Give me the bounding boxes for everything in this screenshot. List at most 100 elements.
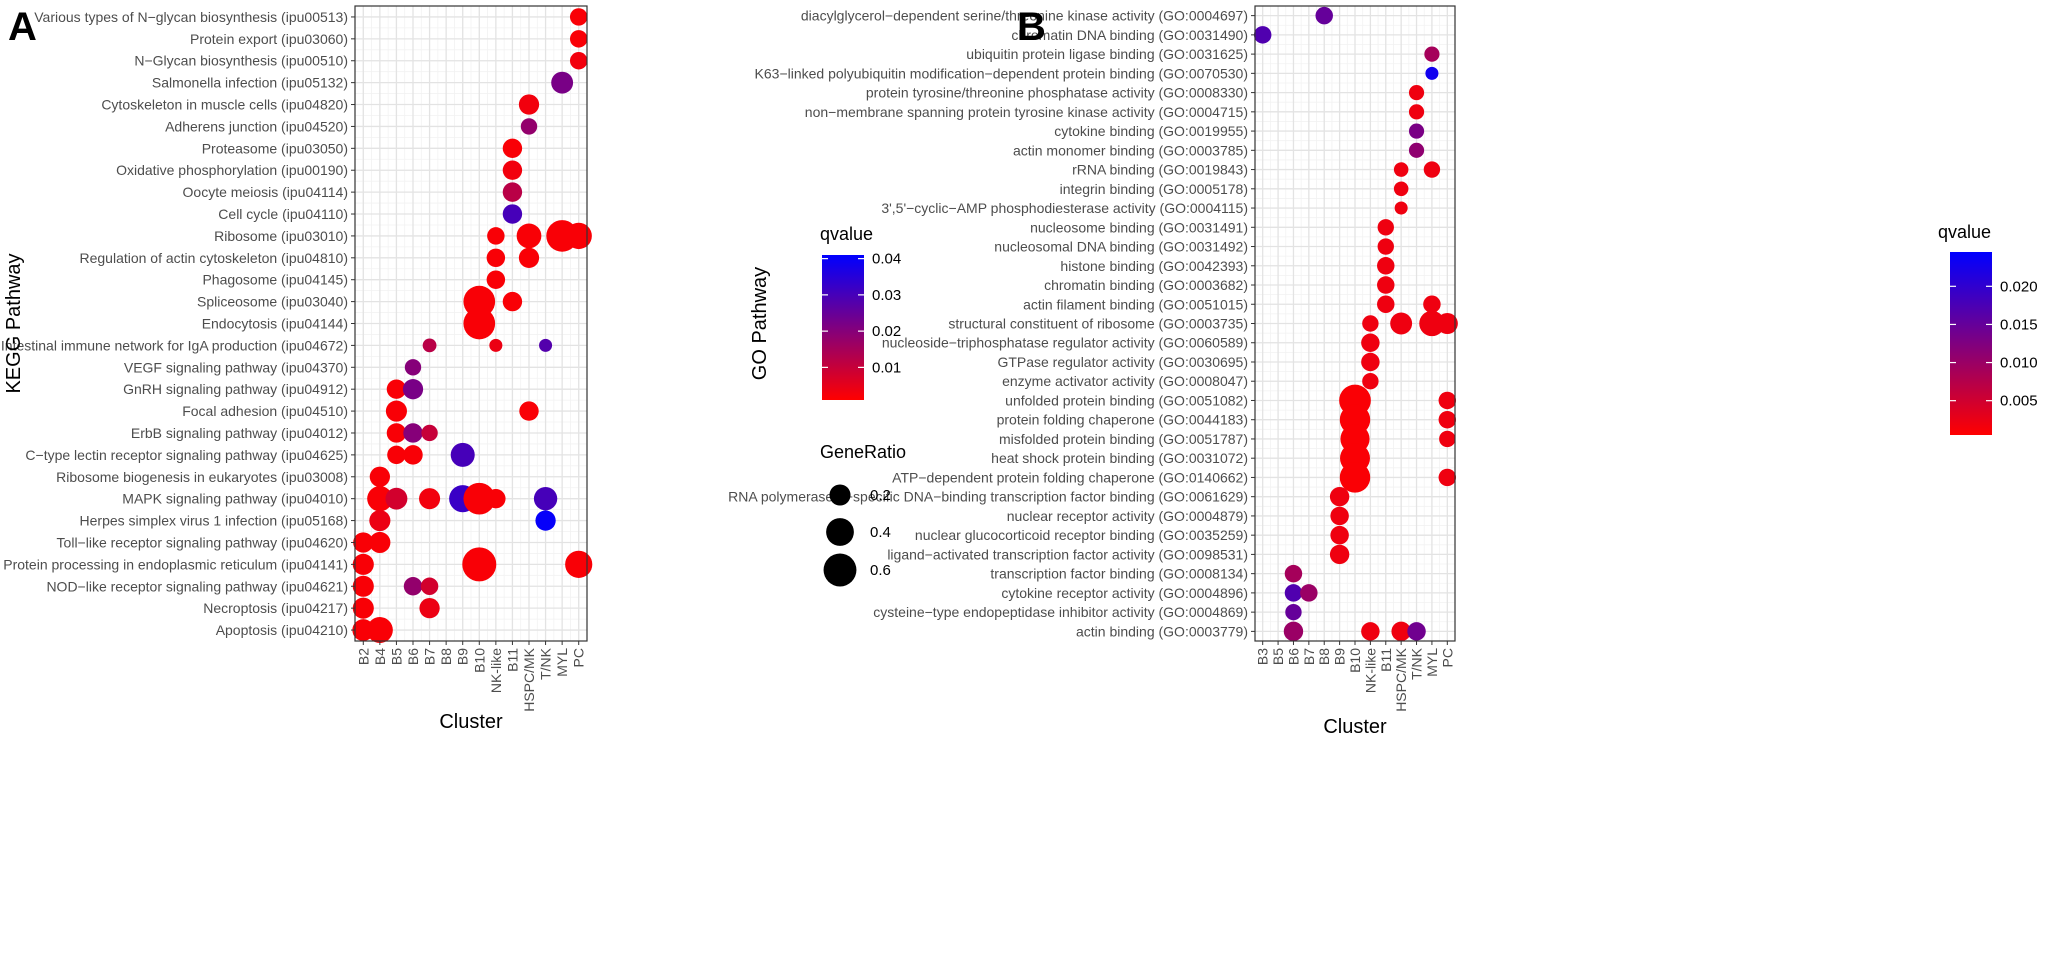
y-tick-label: Salmonella infection (ipu05132) [152,75,348,91]
colorbar [1950,252,1992,435]
y-tick-label: histone binding (GO:0042393) [1060,258,1248,274]
data-point [520,118,538,135]
y-tick-label: ubiquitin protein ligase binding (GO:003… [966,46,1248,62]
y-tick-label: Endocytosis (ipu04144) [202,316,348,332]
panel-letter: A [8,5,37,49]
data-point [565,222,592,250]
y-tick-label: nucleoside−triphosphatase regulator acti… [882,335,1248,351]
data-point [1390,312,1413,335]
data-point [403,577,423,596]
y-tick-label: nuclear glucocorticoid receptor binding … [915,527,1248,543]
x-tick-label: MYL [554,648,570,677]
y-tick-label: rRNA binding (GO:0019843) [1072,162,1248,178]
data-point [551,71,574,94]
data-point [1377,295,1395,313]
y-tick-label: Spliceosome (ipu03040) [197,294,348,310]
data-point [487,227,505,245]
data-point [1283,621,1304,642]
data-point [1436,312,1458,335]
data-point [539,338,553,352]
y-tick-label: Adherens junction (ipu04520) [165,118,348,134]
data-point [1394,201,1408,215]
y-tick-label: Ribosome (ipu03010) [214,228,348,244]
y-tick-label: ErbB signaling pathway (ipu04012) [131,425,348,441]
panel-a: Various types of N−glycan biosynthesis (… [1,5,593,733]
data-point [1330,506,1349,526]
data-point [1423,161,1441,178]
colorbar-tick-label: 0.04 [872,251,901,268]
panel-letter: B [1017,5,1046,49]
data-point [1361,622,1380,641]
colorbar [822,255,864,400]
y-tick-label: diacylglycerol−dependent serine/threonin… [801,8,1248,24]
y-tick-label: Focal adhesion (ipu04510) [182,403,348,419]
x-tick-label: B7 [422,648,438,665]
y-tick-label: nuclear receptor activity (GO:0004879) [1007,508,1248,524]
y-tick-label: Protein processing in endoplasmic reticu… [3,556,348,572]
data-point [1408,142,1425,158]
data-point [353,532,374,553]
y-tick-label: Cell cycle (ipu04110) [218,206,348,222]
y-tick-label: actin filament binding (GO:0051015) [1023,296,1248,312]
y-tick-label: nucleosomal DNA binding (GO:0031492) [994,239,1248,255]
y-tick-label: non−membrane spanning protein tyrosine k… [805,104,1248,120]
y-tick-label: Apoptosis (ipu04210) [216,622,348,638]
data-point [385,487,408,510]
data-point [1285,603,1302,621]
data-point [1407,622,1426,641]
data-point [489,338,503,352]
data-point [1408,84,1425,101]
data-point [366,617,393,644]
y-tick-label: nucleosome binding (GO:0031491) [1030,219,1248,235]
data-point [486,488,506,509]
size-legend-dot [826,518,854,546]
x-tick-label: HSPC/MK [1393,647,1409,711]
y-tick-label: Necroptosis (ipu04217) [203,600,348,616]
data-point [419,598,440,619]
x-tick-label: HSPC/MK [521,647,537,711]
y-tick-label: K63−linked polyubiquitin modification−de… [755,65,1248,81]
data-point [1393,162,1409,177]
legend-title: qvalue [1938,222,1991,242]
data-point [569,30,588,48]
y-tick-label: cytokine receptor activity (GO:0004896) [1001,585,1248,601]
legend-qvalue-b: qvalue 0.020 0.015 0.010 0.005 [1938,222,2038,435]
data-point [1300,584,1318,602]
y-tick-label: MAPK signaling pathway (ipu04010) [122,491,348,507]
data-point [1361,333,1380,352]
x-tick-label: T/NK [538,647,554,680]
data-point [486,270,506,289]
y-tick-label: Phagosome (ipu04145) [202,272,348,288]
y-tick-label: RNA polymerase II−specific DNA−binding t… [728,489,1248,505]
colorbar-tick-label: 0.03 [872,287,901,304]
x-tick-label: NK-like [488,648,504,693]
y-tick-label: structural constituent of ribosome (GO:0… [948,316,1248,332]
data-point [1284,584,1303,602]
data-point [1362,373,1379,390]
y-tick-label: GnRH signaling pathway (ipu04912) [123,381,348,397]
x-tick-label: B9 [455,648,471,665]
data-point [1329,486,1350,507]
y-tick-label: integrin binding (GO:0005178) [1060,181,1248,197]
y-tick-label: protein tyrosine/threonine phosphatase a… [866,85,1248,101]
colorbar-tick-label: 0.005 [2000,393,2038,410]
legend-generatio: GeneRatio 0.2 0.4 0.6 [820,442,906,587]
legend-title: qvalue [820,224,873,244]
data-point [565,550,593,578]
x-tick-label: MYL [1424,648,1440,677]
y-tick-label: Herpes simplex virus 1 infection (ipu051… [80,513,348,529]
data-point [462,547,497,582]
legend-title: GeneRatio [820,442,906,462]
x-tick-label: B10 [1347,648,1363,673]
y-tick-label: Cytoskeleton in muscle cells (ipu04820) [101,97,348,113]
data-point [1408,123,1425,139]
x-tick-label: PC [1439,648,1455,667]
data-point [1361,352,1380,372]
x-axis-title: Cluster [439,711,503,733]
data-point [1330,525,1349,545]
data-point [502,160,523,180]
y-tick-label: enzyme activator activity (GO:0008047) [1002,373,1248,389]
data-point [1438,391,1457,410]
data-point [1408,104,1425,120]
data-point [385,400,407,422]
